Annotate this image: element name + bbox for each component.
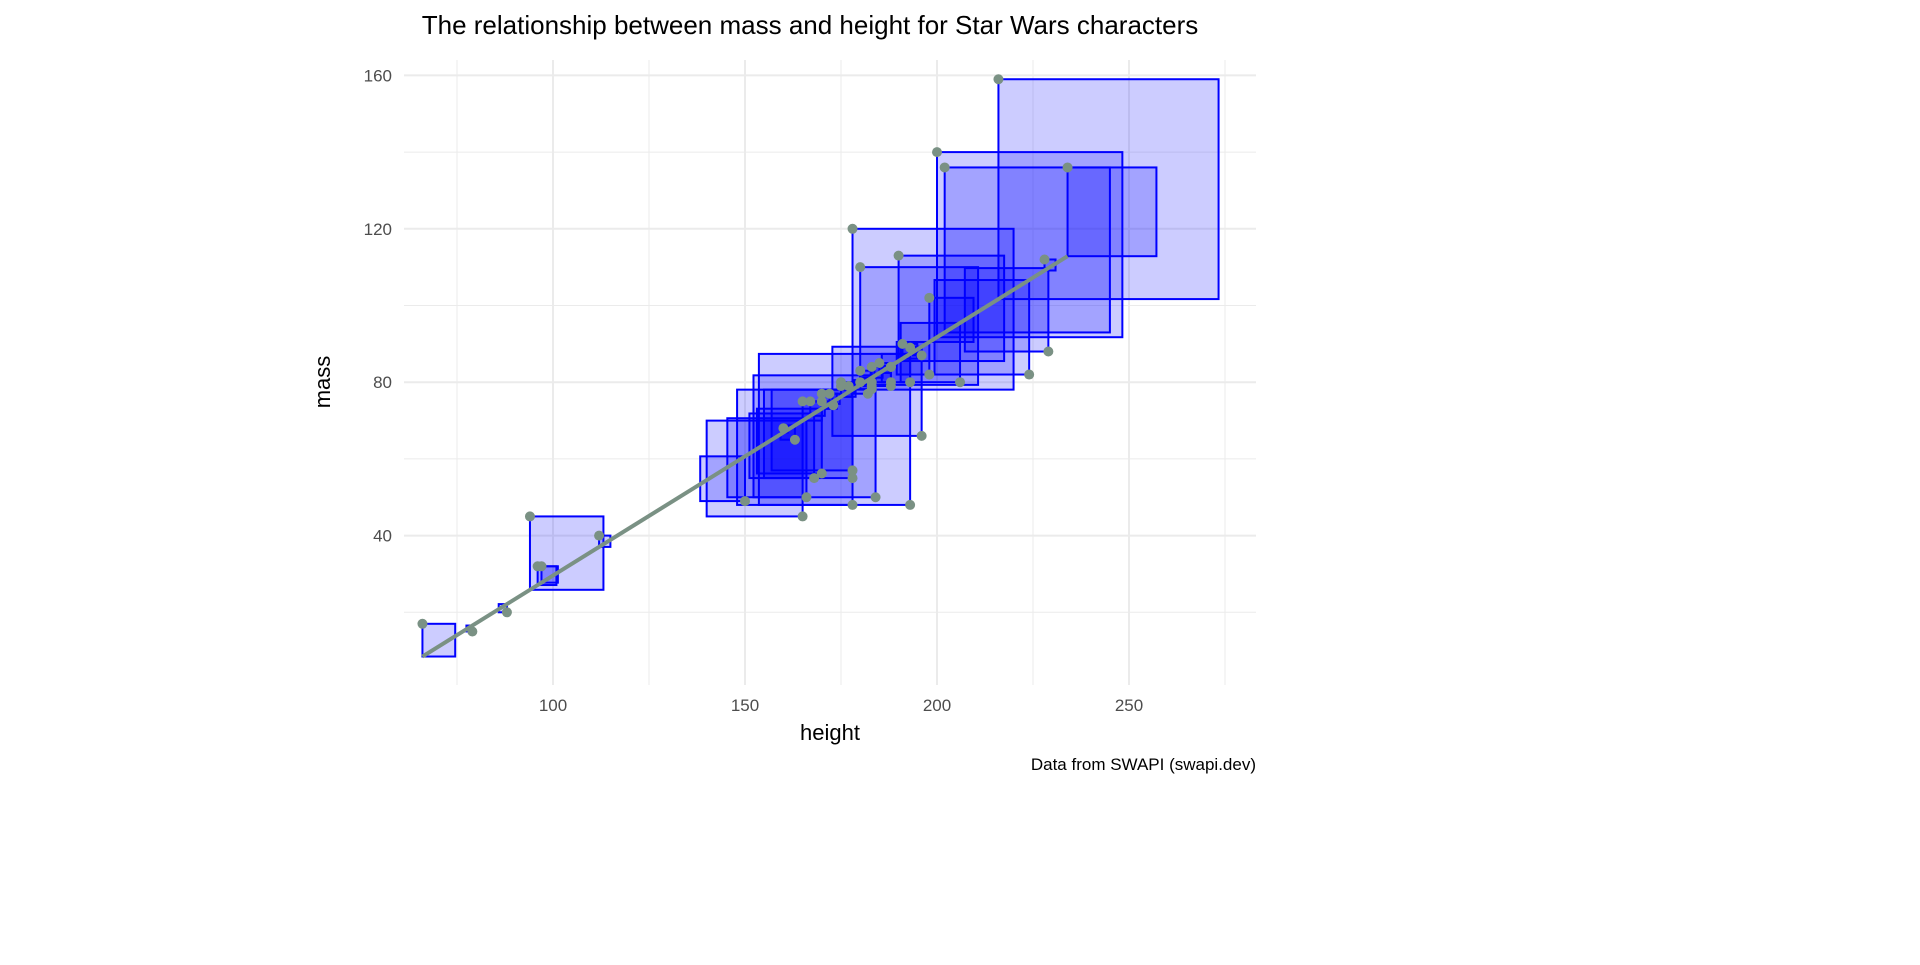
data-point: [955, 377, 966, 388]
data-point: [893, 250, 904, 261]
data-point: [740, 496, 750, 507]
data-point: [524, 511, 535, 522]
residual-square: [963, 267, 1050, 353]
caption: Data from SWAPI (swapi.dev): [1031, 755, 1256, 774]
data-point: [855, 377, 866, 388]
data-point: [855, 365, 866, 376]
data-point: [417, 618, 428, 629]
data-point: [885, 361, 896, 372]
data-point: [816, 468, 827, 479]
x-axis-label: height: [800, 720, 860, 745]
data-point: [885, 381, 896, 392]
data-point: [778, 423, 789, 434]
y-tick-label: 40: [373, 527, 392, 546]
regression-line-group: [421, 254, 1069, 659]
x-tick-label: 100: [539, 696, 567, 715]
regression-line: [421, 254, 1069, 659]
data-point: [866, 361, 877, 372]
data-point: [1039, 254, 1050, 265]
chart-title: The relationship between mass and height…: [422, 10, 1199, 40]
data-point: [805, 396, 816, 407]
data-point: [847, 473, 858, 484]
x-tick-labels: 100 150 200 250: [539, 696, 1143, 715]
data-point: [789, 434, 800, 445]
data-point: [809, 473, 820, 484]
x-tick-label: 200: [923, 696, 951, 715]
data-point: [939, 162, 950, 173]
data-point: [1024, 369, 1035, 380]
data-point: [924, 369, 935, 380]
data-point: [866, 381, 877, 392]
data-point: [816, 396, 827, 407]
data-point: [905, 377, 916, 388]
data-point: [993, 74, 1004, 85]
data-point: [467, 626, 478, 637]
data-point: [924, 292, 935, 303]
x-tick-label: 250: [1115, 696, 1143, 715]
data-point: [1043, 346, 1054, 357]
residual-square: [755, 407, 823, 475]
y-axis-label: mass: [310, 356, 335, 409]
data-point: [836, 377, 846, 388]
y-tick-label: 160: [364, 66, 392, 85]
data-point: [855, 262, 866, 273]
data-point: [916, 430, 927, 441]
data-point: [501, 607, 512, 618]
residual-square: [1066, 166, 1158, 258]
data-point: [1062, 162, 1073, 173]
data-point: [847, 465, 858, 476]
y-tick-label: 80: [373, 373, 392, 392]
y-tick-label: 120: [364, 220, 392, 239]
data-point: [801, 492, 812, 503]
data-point: [847, 223, 858, 234]
data-point: [847, 499, 858, 510]
residual-square: [943, 166, 1111, 334]
residual-square: [997, 78, 1220, 301]
points: [417, 74, 1073, 637]
data-point: [594, 530, 605, 541]
data-point: [797, 396, 808, 407]
data-point: [905, 342, 916, 353]
data-point: [932, 147, 942, 158]
data-point: [843, 381, 854, 392]
data-point: [916, 350, 927, 361]
data-point: [897, 338, 908, 349]
data-point: [824, 388, 835, 399]
data-point: [816, 388, 827, 399]
data-point: [870, 492, 881, 503]
data-point: [536, 561, 547, 572]
data-point: [828, 400, 839, 411]
x-tick-label: 150: [731, 696, 759, 715]
y-tick-labels: 40 80 120 160: [364, 66, 392, 545]
data-point: [797, 511, 808, 522]
data-point: [874, 358, 885, 369]
data-point: [905, 499, 916, 510]
